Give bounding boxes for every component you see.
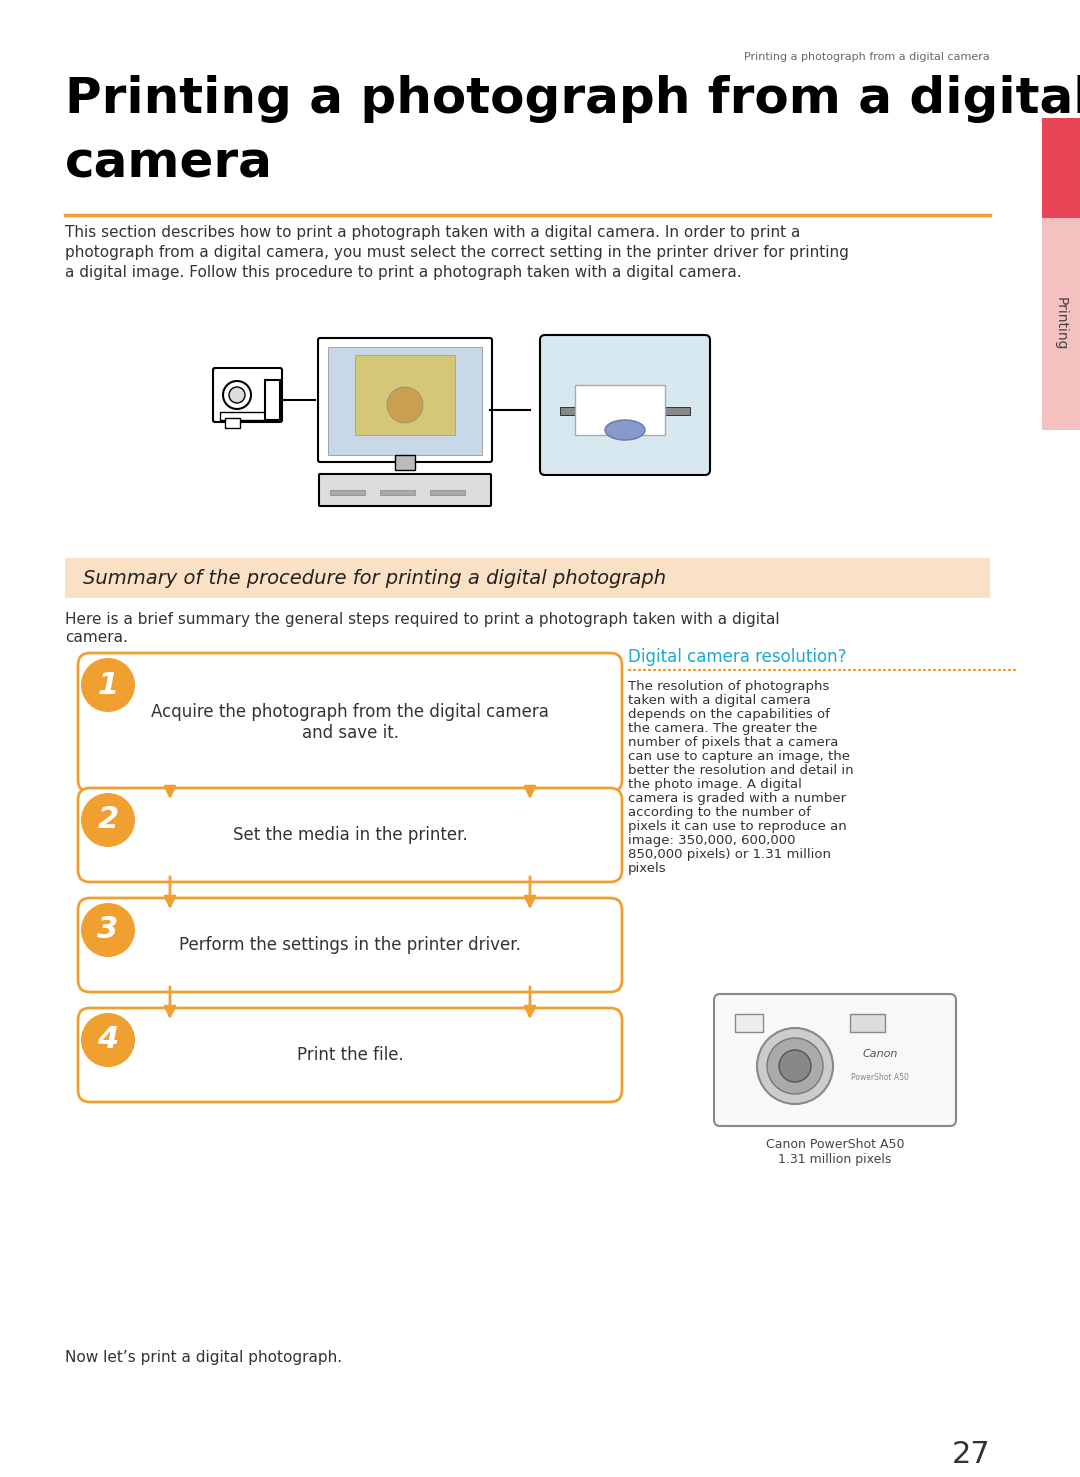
Text: Now let’s print a digital photograph.: Now let’s print a digital photograph. xyxy=(65,1350,342,1365)
Bar xyxy=(395,455,415,470)
Text: 3: 3 xyxy=(97,916,119,944)
Text: 4: 4 xyxy=(97,1025,119,1055)
Text: pixels: pixels xyxy=(627,863,666,874)
Circle shape xyxy=(767,1038,823,1094)
Circle shape xyxy=(387,387,423,422)
FancyBboxPatch shape xyxy=(319,474,491,507)
Text: depends on the capabilities of: depends on the capabilities of xyxy=(627,707,829,721)
Text: a digital image. Follow this procedure to print a photograph taken with a digita: a digital image. Follow this procedure t… xyxy=(65,264,742,281)
Text: Summary of the procedure for printing a digital photograph: Summary of the procedure for printing a … xyxy=(83,569,666,588)
Bar xyxy=(265,380,280,419)
Text: according to the number of: according to the number of xyxy=(627,806,811,820)
Circle shape xyxy=(81,793,135,846)
Text: photograph from a digital camera, you must select the correct setting in the pri: photograph from a digital camera, you mu… xyxy=(65,245,849,260)
Bar xyxy=(1042,118,1080,219)
Bar xyxy=(328,347,482,455)
Circle shape xyxy=(229,387,245,403)
Text: image: 350,000, 600,000: image: 350,000, 600,000 xyxy=(627,835,796,846)
Text: camera: camera xyxy=(65,140,273,188)
FancyBboxPatch shape xyxy=(213,368,282,422)
Bar xyxy=(380,490,415,495)
Text: Here is a brief summary the general steps required to print a photograph taken w: Here is a brief summary the general step… xyxy=(65,611,780,628)
FancyBboxPatch shape xyxy=(540,335,710,476)
Text: the camera. The greater the: the camera. The greater the xyxy=(627,722,818,736)
Bar xyxy=(1042,219,1080,430)
FancyBboxPatch shape xyxy=(78,653,622,792)
Text: pixels it can use to reproduce an: pixels it can use to reproduce an xyxy=(627,820,847,833)
Text: Perform the settings in the printer driver.: Perform the settings in the printer driv… xyxy=(179,936,521,954)
Text: 27: 27 xyxy=(951,1440,990,1470)
Text: Printing a photograph from a digital camera: Printing a photograph from a digital cam… xyxy=(744,52,990,62)
Text: PowerShot A50: PowerShot A50 xyxy=(851,1074,909,1083)
Bar xyxy=(330,490,365,495)
Text: 850,000 pixels) or 1.31 million: 850,000 pixels) or 1.31 million xyxy=(627,848,831,861)
Text: better the resolution and detail in: better the resolution and detail in xyxy=(627,764,853,777)
Text: camera is graded with a number: camera is graded with a number xyxy=(627,792,846,805)
Text: Digital camera resolution?: Digital camera resolution? xyxy=(627,648,847,666)
Text: Acquire the photograph from the digital camera
and save it.: Acquire the photograph from the digital … xyxy=(151,703,549,741)
Text: Set the media in the printer.: Set the media in the printer. xyxy=(232,826,468,843)
FancyBboxPatch shape xyxy=(78,1007,622,1102)
Circle shape xyxy=(81,1013,135,1066)
Text: 2: 2 xyxy=(97,805,119,835)
Bar xyxy=(430,490,465,495)
Text: the photo image. A digital: the photo image. A digital xyxy=(627,778,801,792)
Circle shape xyxy=(222,381,251,409)
Text: Printing: Printing xyxy=(1054,297,1068,350)
Text: The resolution of photographs: The resolution of photographs xyxy=(627,679,829,693)
Text: taken with a digital camera: taken with a digital camera xyxy=(627,694,811,707)
Circle shape xyxy=(757,1028,833,1103)
Bar xyxy=(65,558,990,598)
Text: Canon: Canon xyxy=(862,1049,897,1059)
Text: camera.: camera. xyxy=(65,631,127,645)
Bar xyxy=(360,477,450,484)
Ellipse shape xyxy=(605,419,645,440)
Bar xyxy=(575,385,665,436)
Text: 1: 1 xyxy=(97,671,119,700)
Text: number of pixels that a camera: number of pixels that a camera xyxy=(627,736,838,749)
FancyBboxPatch shape xyxy=(318,338,492,462)
Circle shape xyxy=(779,1050,811,1083)
Text: Printing a photograph from a digital: Printing a photograph from a digital xyxy=(65,75,1080,123)
Text: can use to capture an image, the: can use to capture an image, the xyxy=(627,750,850,764)
Bar xyxy=(735,1015,762,1032)
Text: This section describes how to print a photograph taken with a digital camera. In: This section describes how to print a ph… xyxy=(65,225,800,239)
Bar xyxy=(220,412,275,419)
FancyBboxPatch shape xyxy=(78,789,622,882)
Bar xyxy=(850,1015,885,1032)
Bar xyxy=(561,408,690,415)
FancyBboxPatch shape xyxy=(78,898,622,993)
Circle shape xyxy=(81,657,135,712)
Bar xyxy=(225,418,240,428)
Text: Print the file.: Print the file. xyxy=(297,1046,403,1063)
FancyBboxPatch shape xyxy=(714,994,956,1125)
Bar xyxy=(355,354,455,436)
Circle shape xyxy=(81,902,135,957)
Text: Canon PowerShot A50
1.31 million pixels: Canon PowerShot A50 1.31 million pixels xyxy=(766,1137,904,1165)
